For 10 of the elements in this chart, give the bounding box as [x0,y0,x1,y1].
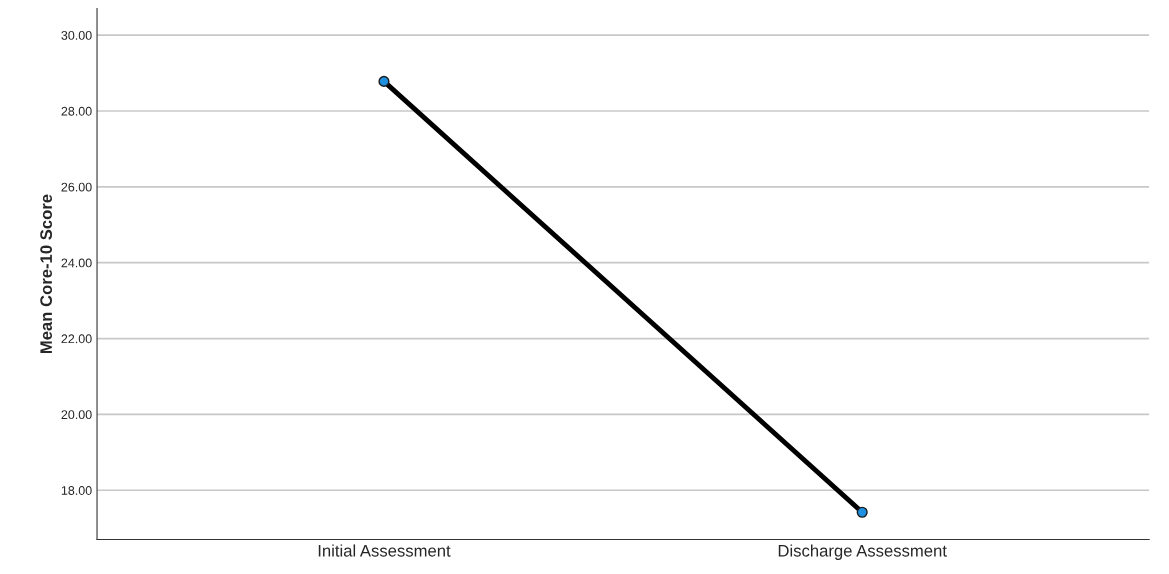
y-tick-label: 24.00 [61,258,92,268]
y-tick-label: 28.00 [61,106,92,116]
y-tick-label: 26.00 [61,182,92,192]
y-tick-label: 18.00 [61,486,92,495]
y-axis-title: Mean Core-10 Score [40,194,53,354]
y-tick-label: 22.00 [61,334,92,344]
y-tick-label: 30.00 [61,30,92,40]
x-tick-label: Initial Assessment [318,544,451,557]
y-tick-label: 20.00 [61,410,92,420]
x-tick-label: Discharge Assessment [778,544,947,560]
